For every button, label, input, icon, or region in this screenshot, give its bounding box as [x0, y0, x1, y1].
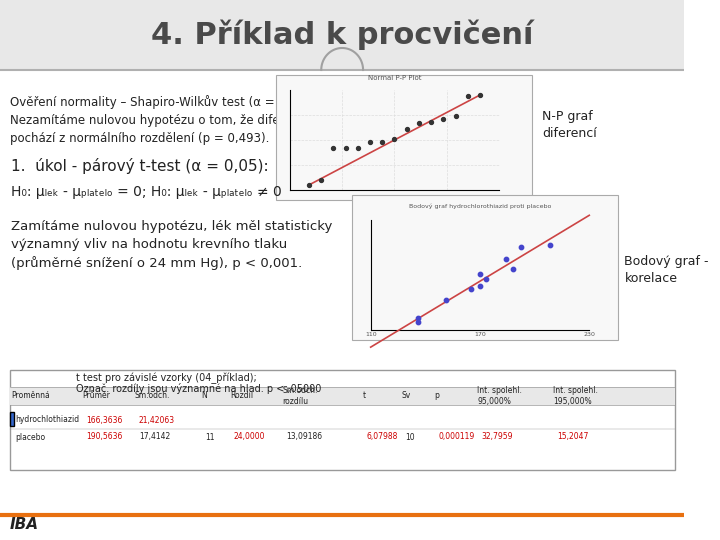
Text: Rozdíl: Rozdíl [230, 392, 253, 401]
Text: H₀: μₗₑₖ - μₚₗₐₜₑₗₒ = 0; H₀: μₗₑₖ - μₚₗₐₜₑₗₒ ≠ 0: H₀: μₗₑₖ - μₚₗₐₜₑₗₒ = 0; H₀: μₗₑₖ - μₚₗₐ… [12, 185, 282, 199]
Point [462, 92, 474, 101]
Text: Int. spolehl.
95,000%: Int. spolehl. 95,000% [477, 386, 522, 406]
Point [413, 119, 425, 127]
FancyBboxPatch shape [276, 75, 532, 200]
Text: Int. spolehl.
195,000%: Int. spolehl. 195,000% [553, 386, 598, 406]
Text: Označ. rozdíly jsou významné na hlad. p < ,05000: Označ. rozdíly jsou významné na hlad. p … [76, 383, 321, 394]
Point [352, 143, 364, 152]
Text: 21,42063: 21,42063 [139, 415, 175, 424]
Text: Sv: Sv [401, 392, 410, 401]
Text: 230: 230 [583, 332, 595, 337]
Text: Zamítáme nulovou hypotézu, lék měl statisticky
významný vliv na hodnotu krevního: Zamítáme nulovou hypotézu, lék měl stati… [12, 220, 333, 271]
Point [377, 137, 388, 146]
Point [315, 176, 327, 185]
Text: 4. Příklad k procvičení: 4. Příklad k procvičení [151, 20, 534, 50]
Point [474, 270, 486, 279]
Point [413, 317, 424, 326]
FancyBboxPatch shape [0, 0, 684, 70]
Text: Sm.odch.: Sm.odch. [135, 392, 171, 401]
Point [389, 135, 400, 144]
Point [364, 137, 376, 146]
Text: 190,5636: 190,5636 [86, 433, 123, 442]
Point [507, 265, 518, 273]
Point [515, 243, 526, 252]
Point [465, 285, 477, 294]
Text: 10: 10 [405, 433, 415, 442]
Text: 170: 170 [474, 332, 486, 337]
FancyBboxPatch shape [9, 412, 14, 426]
Point [438, 114, 449, 123]
Point [412, 313, 423, 322]
Text: 13,09186: 13,09186 [286, 433, 323, 442]
Text: Ověření normality – Shapiro-Wilkův test (α = 0,05):
Nezamítáme nulovou hypotézu : Ověření normality – Shapiro-Wilkův test … [9, 95, 312, 145]
Text: 32,7959: 32,7959 [481, 433, 513, 442]
Text: 17,4142: 17,4142 [139, 433, 170, 442]
Point [401, 125, 413, 134]
Text: Proměnná: Proměnná [12, 392, 50, 401]
Text: Sm.odch.
rozdílu: Sm.odch. rozdílu [282, 386, 318, 406]
Point [340, 144, 351, 152]
Text: Průměr: Průměr [83, 392, 111, 401]
Text: 1.  úkol - párový t-test (α = 0,05):: 1. úkol - párový t-test (α = 0,05): [12, 158, 269, 174]
Text: 24,0000: 24,0000 [234, 433, 265, 442]
Point [450, 112, 462, 120]
Point [441, 296, 452, 305]
Text: N-P graf
diferencí: N-P graf diferencí [541, 110, 596, 140]
Text: N: N [202, 392, 207, 401]
Text: t: t [363, 392, 366, 401]
Point [474, 91, 486, 99]
FancyBboxPatch shape [9, 370, 675, 470]
Text: Bodový graf hydrochlorothiazid proti placebo: Bodový graf hydrochlorothiazid proti pla… [409, 204, 552, 209]
Text: t test pro závislé vzorky (04_příklad);: t test pro závislé vzorky (04_příklad); [76, 373, 257, 384]
Point [303, 181, 315, 190]
Text: Bodový graf -
korelace: Bodový graf - korelace [624, 255, 709, 285]
Text: 0,000119: 0,000119 [438, 433, 474, 442]
Point [544, 241, 555, 249]
Point [426, 117, 437, 126]
Point [328, 144, 339, 152]
Point [500, 254, 512, 263]
Text: 110: 110 [365, 332, 377, 337]
Text: hydrochlothiazid: hydrochlothiazid [15, 415, 79, 424]
FancyBboxPatch shape [351, 195, 618, 340]
Text: Normal P-P Plot: Normal P-P Plot [368, 75, 421, 81]
Text: IBA: IBA [9, 517, 38, 532]
Text: 11: 11 [205, 433, 215, 442]
FancyBboxPatch shape [9, 387, 675, 405]
Text: 6,07988: 6,07988 [367, 433, 398, 442]
Point [480, 275, 491, 284]
Text: placebo: placebo [15, 433, 45, 442]
Text: 15,2047: 15,2047 [557, 433, 588, 442]
Text: p: p [434, 392, 439, 401]
Text: 166,3636: 166,3636 [86, 415, 123, 424]
Point [474, 282, 486, 291]
